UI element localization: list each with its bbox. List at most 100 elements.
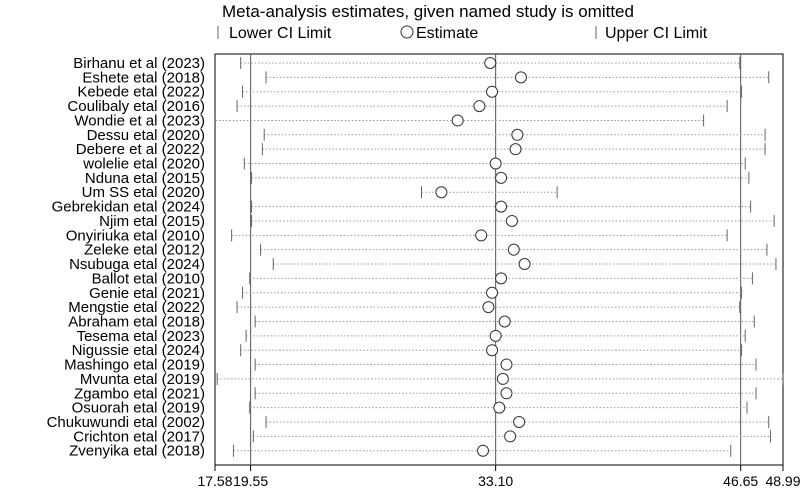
study-row: Onyiriuka etal (2010) [66,227,728,244]
estimate-marker [496,372,509,385]
estimate-marker [504,430,517,443]
estimate-marker [509,143,522,156]
study-row: Nigussie etal (2024) [72,342,743,359]
estimate-marker [489,157,502,170]
study-label: wolelie etal (2020) [82,156,205,173]
estimate-marker [489,329,502,342]
legend: Lower CI Limit Estimate Upper CI Limit [217,25,708,42]
study-row: Njim etal (2015) [99,213,775,230]
study-label: Njim etal (2015) [99,213,205,230]
study-label: Coulibaly etal (2016) [67,98,205,115]
study-label: Tesema etal (2023) [77,328,205,345]
x-tick-label: 48.99 [765,473,800,489]
estimate-marker [514,71,527,84]
estimate-marker [435,186,448,199]
estimate-marker [451,114,464,127]
study-label: Mvunta etal (2019) [80,371,205,388]
estimate-marker [486,286,499,299]
study-row: Osuorah etal (2019) [72,400,748,417]
estimate-marker [476,444,489,457]
study-label: Zgambo etal (2021) [74,385,205,402]
study-label: Onyiriuka etal (2010) [66,227,205,244]
study-label: Birhanu et al (2023) [73,55,205,72]
study-label: Gebrekidan etal (2024) [52,199,205,216]
estimate-marker [511,128,524,141]
study-label: Crichton etal (2017) [73,428,205,445]
study-row: Kebede etal (2022) [77,84,743,101]
study-label: Debere et al (2022) [76,141,205,158]
study-row: Birhanu et al (2023) [73,55,741,72]
x-tick-label: 19.55 [233,473,268,489]
study-row: Gebrekidan etal (2024) [52,199,752,216]
study-row: Zgambo etal (2021) [74,385,757,402]
x-tick-label: 46.65 [723,473,758,489]
estimate-marker [500,387,513,400]
reference-lines [250,54,742,465]
legend-lower-label: Lower CI Limit [229,25,332,42]
study-label: Osuorah etal (2019) [72,400,205,417]
estimate-marker [493,401,506,414]
legend-upper-label: Upper CI Limit [605,25,708,42]
study-row: Nsubuga etal (2024) [69,256,777,273]
study-rows: Birhanu et al (2023)Eshete etal (2018)Ke… [47,55,784,460]
study-row: Nduna etal (2015) [85,170,750,187]
study-label: Dessu etal (2020) [87,127,205,144]
study-row: Mvunta etal (2019) [80,371,784,388]
estimate-marker [495,200,508,213]
study-row: Zvenyika etal (2018) [69,443,732,460]
study-label: Mengstie etal (2022) [68,299,205,316]
study-row: Abraham etal (2018) [68,313,755,330]
estimate-marker [505,214,518,227]
study-label: Genie etal (2021) [89,285,205,302]
plot-frame [214,53,784,466]
study-label: Nigussie etal (2024) [72,342,205,359]
x-tick-label: 17.58 [197,473,232,489]
study-row: Ballot etal (2010) [92,270,753,287]
study-label: Nduna etal (2015) [85,170,205,187]
x-tick-label: 33.10 [478,473,513,489]
estimate-marker [486,344,499,357]
study-row: Zeleke etal (2012) [84,242,768,259]
study-label: Chukuwundi etal (2002) [47,414,205,431]
study-row: Debere et al (2022) [76,141,766,158]
study-row: Um SS etal (2020) [82,184,558,201]
chart-title: Meta-analysis estimates, given named stu… [222,2,634,21]
study-label: Ballot etal (2010) [92,270,205,287]
estimate-marker [507,243,520,256]
study-row: Tesema etal (2023) [77,328,746,345]
study-row: Mengstie etal (2022) [68,299,741,316]
estimate-marker [482,301,495,314]
study-row: Genie etal (2021) [89,285,743,302]
study-row: Crichton etal (2017) [73,428,772,445]
estimate-marker [498,315,511,328]
estimate-marker [495,272,508,285]
study-row: Wondie et al (2023) [74,112,705,129]
x-axis: 17.58 19.55 33.10 46.65 48.99 [197,465,801,489]
estimate-marker [475,229,488,242]
estimate-marker [500,358,513,371]
study-label: Um SS etal (2020) [82,184,205,201]
study-row: Dessu etal (2020) [87,127,766,144]
legend-estimate-label: Estimate [416,25,478,42]
study-row: wolelie etal (2020) [82,156,746,173]
estimate-marker [484,57,497,69]
study-row: Mashingo etal (2019) [64,357,757,374]
study-row: Eshete etal (2018) [82,69,770,86]
estimate-marker [486,85,499,98]
estimate-marker [495,171,508,184]
estimate-marker [513,416,526,428]
study-row: Chukuwundi etal (2002) [47,414,770,431]
study-label: Zeleke etal (2012) [84,242,205,259]
estimate-marker [518,258,531,271]
study-label: Mashingo etal (2019) [64,357,205,374]
study-row: Coulibaly etal (2016) [67,98,728,115]
study-label: Kebede etal (2022) [77,84,205,101]
study-label: Wondie et al (2023) [74,112,205,129]
study-label: Abraham etal (2018) [68,313,205,330]
estimate-marker [473,100,486,113]
legend-estimate-symbol [400,25,414,39]
study-label: Zvenyika etal (2018) [69,443,205,460]
study-label: Eshete etal (2018) [82,69,205,86]
study-label: Nsubuga etal (2024) [69,256,205,273]
